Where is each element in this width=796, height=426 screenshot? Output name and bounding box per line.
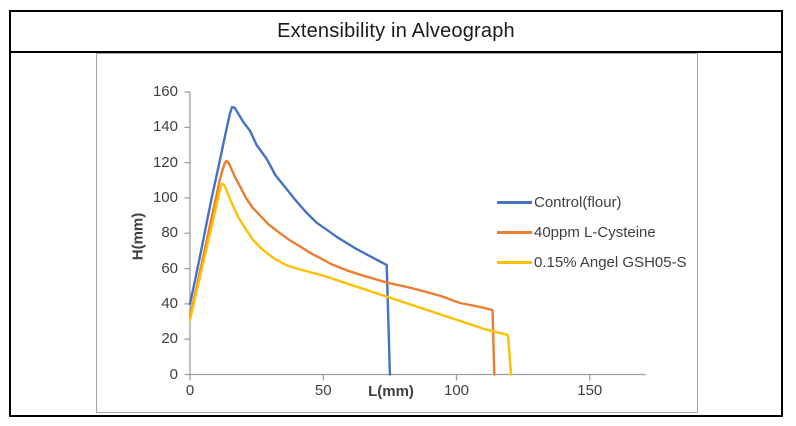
plot-area[interactable] [96, 53, 698, 413]
chart-title-bar: Extensibility in Alveograph [11, 12, 781, 53]
chart-title: Extensibility in Alveograph [277, 20, 515, 42]
